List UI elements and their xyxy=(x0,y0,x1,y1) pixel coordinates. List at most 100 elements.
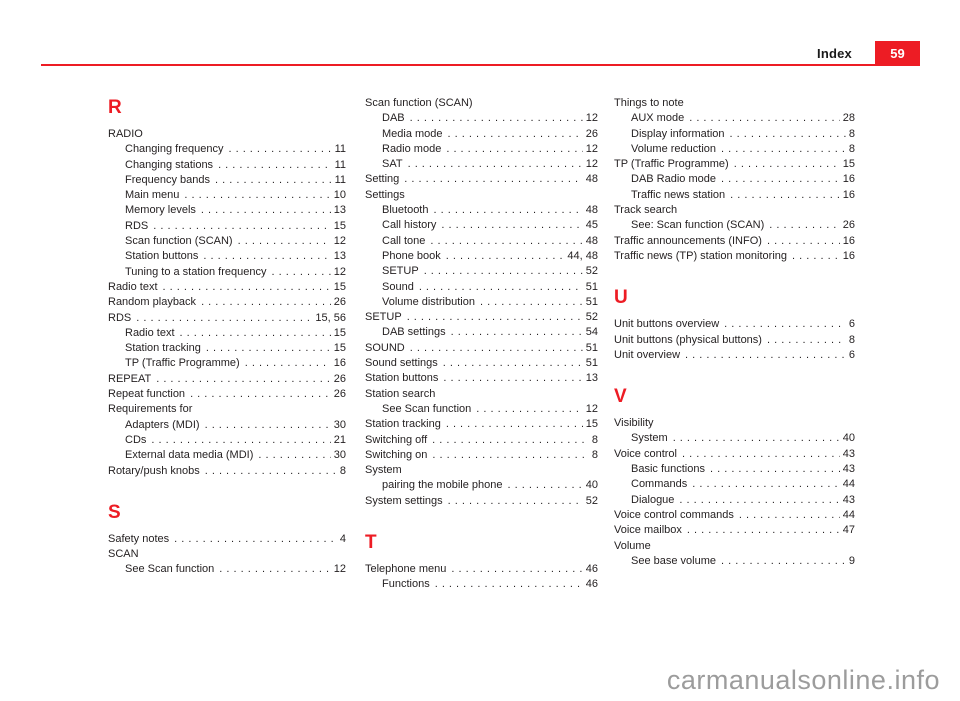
letter-heading: S xyxy=(108,501,121,523)
index-entry: Station buttons 13 xyxy=(108,249,346,264)
entry-label: Bluetooth xyxy=(382,204,429,217)
page-number: 44, 48 xyxy=(567,249,598,262)
index-entry: DAB 12 xyxy=(365,111,598,126)
page-number: 15 xyxy=(333,326,346,339)
page-number: 45 xyxy=(585,219,598,232)
header-rule xyxy=(41,64,920,66)
entry-label: See: Scan function (SCAN) xyxy=(631,219,765,232)
page-number: 51 xyxy=(585,280,598,293)
page-number: 48 xyxy=(585,173,598,186)
dot-leader xyxy=(201,295,331,310)
dot-leader xyxy=(180,326,331,341)
dot-leader xyxy=(476,402,582,417)
index-entry: DAB Radio mode 16 xyxy=(614,172,855,187)
dot-leader xyxy=(682,447,840,462)
dot-leader xyxy=(724,317,846,332)
entry-label: Call history xyxy=(382,219,437,232)
index-entry: See Scan function 12 xyxy=(108,562,346,577)
watermark: carmanualsonline.info xyxy=(666,665,940,695)
dot-leader xyxy=(228,142,331,157)
index-entry: Volume xyxy=(614,539,855,554)
entry-label: Station tracking xyxy=(125,342,201,355)
index-entry: pairing the mobile phone 40 xyxy=(365,478,598,493)
dot-leader xyxy=(190,387,331,402)
dot-leader xyxy=(219,562,330,577)
page-number: 12 xyxy=(333,235,346,248)
dot-leader xyxy=(443,371,582,386)
page-number: 11 xyxy=(334,158,346,171)
index-entry: Unit buttons overview 6 xyxy=(614,317,855,332)
entry-label: Station buttons xyxy=(365,372,439,385)
dot-leader xyxy=(245,356,331,371)
index-entry: Switching on 8 xyxy=(365,448,598,463)
index-entry: SCAN xyxy=(108,547,346,562)
dot-leader xyxy=(408,157,583,172)
entry-label: Unit overview xyxy=(614,348,681,361)
page-number: 52 xyxy=(585,494,598,507)
page-number: 26 xyxy=(842,219,855,232)
dot-leader xyxy=(721,142,846,157)
entry-label: Unit buttons overview xyxy=(614,318,720,331)
index-entry: Volume reduction 8 xyxy=(614,142,855,157)
index-entry: Basic functions 43 xyxy=(614,462,855,477)
entry-label: SETUP xyxy=(382,265,419,278)
entry-label: Frequency bands xyxy=(125,173,210,186)
page-number: 11 xyxy=(334,173,346,186)
entry-label: Voice mailbox xyxy=(614,524,682,537)
letter-heading: R xyxy=(108,97,122,118)
index-entry: Display information 8 xyxy=(614,127,855,142)
page-number: 6 xyxy=(848,318,855,331)
page-number: 13 xyxy=(333,250,346,263)
index-entry: Media mode 26 xyxy=(365,127,598,142)
page-number: 15 xyxy=(333,219,346,232)
index-entry: Station buttons 13 xyxy=(365,371,598,386)
entry-label: AUX mode xyxy=(631,112,685,125)
page-number: 12 xyxy=(333,563,346,576)
index-entry: RDS 15, 56 xyxy=(108,311,346,326)
index-entry: Voice control 43 xyxy=(614,447,855,462)
index-entry: SETUP 52 xyxy=(365,310,598,325)
entry-label: See Scan function xyxy=(125,563,215,576)
entry-label: Call tone xyxy=(382,234,426,247)
index-entry: Traffic announcements (INFO) 16 xyxy=(614,234,855,249)
dot-leader xyxy=(448,127,583,142)
entry-label: Traffic news station xyxy=(631,188,726,201)
index-entry: RDS 15 xyxy=(108,219,346,234)
dot-leader xyxy=(151,433,330,448)
dot-leader xyxy=(446,142,582,157)
dot-leader xyxy=(163,280,331,295)
page-number: 47 xyxy=(842,524,855,537)
dot-leader xyxy=(424,264,583,279)
dot-leader xyxy=(153,219,331,234)
entry-label: Dialogue xyxy=(631,493,675,506)
entry-label: System xyxy=(365,464,402,477)
dot-leader xyxy=(136,311,312,326)
entry-label: Radio text xyxy=(125,326,175,339)
entry-label: Commands xyxy=(631,478,688,491)
page-number: 52 xyxy=(585,265,598,278)
page-number: 8 xyxy=(591,433,598,446)
index-entry: AUX mode 28 xyxy=(614,111,855,126)
dot-leader xyxy=(734,157,840,172)
entry-label: Voice control commands xyxy=(614,508,734,521)
dot-leader xyxy=(767,234,840,249)
dot-leader xyxy=(446,417,583,432)
entry-label: Switching on xyxy=(365,448,428,461)
entry-label: Voice control xyxy=(614,447,677,460)
index-entry: Sound 51 xyxy=(365,280,598,295)
entry-label: DAB xyxy=(382,112,405,125)
page-number: 12 xyxy=(585,112,598,125)
dot-leader xyxy=(446,249,565,264)
index-entry: Scan function (SCAN) xyxy=(365,96,598,111)
entry-label: Visibility xyxy=(614,417,654,430)
page-number: 46 xyxy=(585,578,598,591)
index-entry: Scan function (SCAN) 12 xyxy=(108,234,346,249)
index-entry: Main menu 10 xyxy=(108,188,346,203)
entry-label: Unit buttons (physical buttons) xyxy=(614,333,762,346)
index-entry: Track search xyxy=(614,203,855,218)
page-number: 16 xyxy=(842,249,855,262)
index-entry: Visibility xyxy=(614,416,855,431)
index-entry: Safety notes 4 xyxy=(108,532,346,547)
entry-label: Volume distribution xyxy=(382,295,475,308)
letter-heading: T xyxy=(365,532,377,554)
